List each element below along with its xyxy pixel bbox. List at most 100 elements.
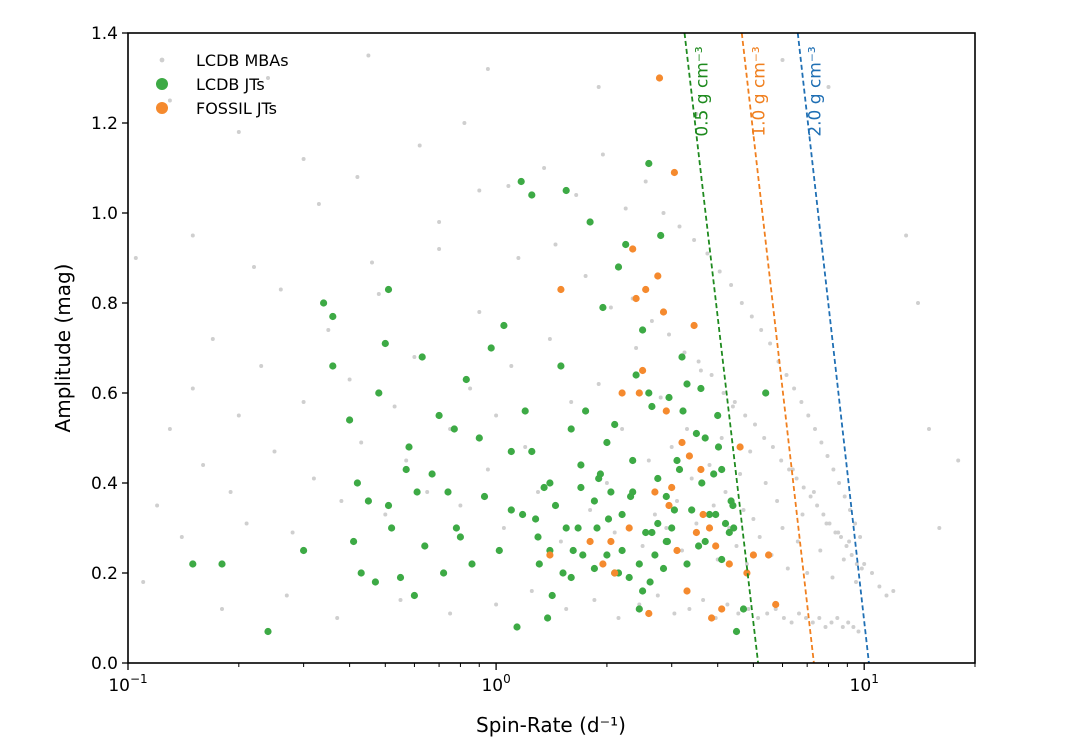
data-point <box>569 546 577 555</box>
data-point <box>652 512 657 517</box>
data-point <box>708 614 716 622</box>
data-point <box>649 319 654 323</box>
data-point <box>645 159 653 168</box>
data-point <box>730 404 735 409</box>
y-tick-label: 1.2 <box>91 114 118 134</box>
data-point <box>418 353 426 361</box>
data-point <box>608 305 613 310</box>
y-tick-label: 0.6 <box>91 384 118 404</box>
data-point <box>614 263 623 271</box>
data-point <box>637 602 642 607</box>
data-point <box>428 470 436 478</box>
data-point <box>586 218 594 226</box>
data-point <box>927 427 931 431</box>
data-point <box>579 551 587 559</box>
data-point <box>701 537 709 546</box>
data-point <box>210 337 215 341</box>
data-point <box>347 377 352 382</box>
data-point <box>516 256 521 260</box>
data-point <box>266 76 270 80</box>
data-point <box>536 490 540 494</box>
data-point <box>664 526 669 530</box>
data-point <box>765 611 770 616</box>
data-point <box>732 400 737 404</box>
density-label: 1.0 g cm⁻³ <box>750 46 770 136</box>
data-point <box>544 614 552 622</box>
data-point <box>717 269 722 274</box>
data-point <box>730 524 738 532</box>
data-point <box>528 447 536 456</box>
data-point <box>405 443 413 451</box>
axes: 0.0 0.2 0.4 0.6 0.8 1.0 1.2 1.4 10−1 100 101 <box>91 24 976 696</box>
data-point <box>228 490 233 494</box>
data-point <box>452 524 460 532</box>
data-point <box>721 519 730 528</box>
data-point <box>685 427 689 431</box>
data-point <box>794 476 799 481</box>
data-point <box>167 427 172 431</box>
data-point <box>823 625 828 629</box>
data-point <box>435 411 443 420</box>
data-point <box>311 476 316 481</box>
data-point <box>648 402 656 411</box>
legend-label: LCDB JTs <box>196 75 265 94</box>
data-point <box>698 479 706 487</box>
data-point <box>818 548 823 553</box>
data-point <box>682 350 687 355</box>
data-point <box>616 616 621 620</box>
data-point <box>384 285 393 294</box>
data-point <box>593 524 601 532</box>
data-point <box>856 629 861 634</box>
data-point <box>773 607 778 611</box>
data-point <box>477 188 482 193</box>
data-point <box>825 454 830 458</box>
data-point <box>540 483 548 492</box>
data-point <box>648 528 656 537</box>
data-point <box>694 112 699 116</box>
data-point <box>639 587 647 595</box>
density-label: 2.0 g cm⁻³ <box>805 46 825 136</box>
data-point <box>495 546 503 555</box>
data-point <box>725 528 733 537</box>
data-point <box>749 551 758 559</box>
data-point <box>709 373 714 377</box>
density-line <box>740 32 815 664</box>
data-point <box>836 530 841 535</box>
data-point <box>535 560 543 568</box>
data-point <box>264 627 272 636</box>
data-point <box>501 526 506 530</box>
data-point <box>835 616 840 620</box>
data-point <box>629 456 637 465</box>
data-point <box>815 503 820 508</box>
data-point <box>821 512 826 517</box>
data-point <box>846 620 851 625</box>
data-point <box>725 560 733 568</box>
data-point <box>775 499 780 503</box>
data-point <box>639 366 647 375</box>
data-point <box>668 524 676 532</box>
data-point <box>595 474 603 483</box>
data-point <box>654 519 662 528</box>
data-point <box>548 591 556 600</box>
data-point <box>329 312 337 321</box>
data-point <box>370 260 374 265</box>
plot-area <box>133 53 961 636</box>
data-point <box>599 560 607 568</box>
data-point <box>392 404 397 409</box>
data-point <box>635 389 643 397</box>
data-point <box>680 548 684 553</box>
data-point <box>645 609 653 618</box>
data-point <box>528 191 536 199</box>
data-point <box>480 492 489 501</box>
legend-label: FOSSIL JTs <box>196 99 277 118</box>
data-point <box>734 544 739 548</box>
data-point <box>854 562 859 566</box>
data-point <box>862 562 867 566</box>
data-point <box>697 384 705 393</box>
data-point <box>558 539 563 544</box>
data-point <box>290 530 295 535</box>
data-point <box>719 436 724 440</box>
data-point <box>683 587 691 595</box>
data-point <box>553 242 558 247</box>
density-line <box>683 32 760 664</box>
